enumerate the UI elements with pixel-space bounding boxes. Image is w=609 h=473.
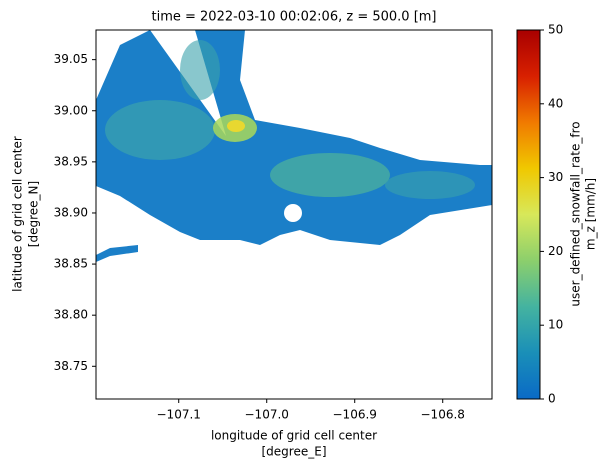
chart-title: time = 2022-03-10 00:02:06, z = 500.0 [m… — [152, 10, 437, 25]
radar-echo — [105, 100, 215, 160]
colorbar-tick-label: 30 — [548, 170, 563, 184]
y-axis-label-line: latitude of grid cell center — [11, 136, 25, 292]
colorbar-tick-label: 40 — [548, 96, 563, 110]
x-tick-label: −107.1 — [157, 408, 201, 422]
colorbar-tick-label: 20 — [548, 244, 563, 258]
y-axis-label: latitude of grid cell center [degree_N] — [11, 136, 41, 292]
radar-echo — [180, 40, 220, 100]
y-axis-label-line: [degree_N] — [27, 181, 41, 247]
x-tick-label: −106.8 — [421, 408, 465, 422]
y-tick-label: 38.90 — [54, 205, 88, 219]
x-tick-label: −106.9 — [333, 408, 377, 422]
radar-echo — [227, 120, 245, 132]
y-tick-label: 38.80 — [54, 308, 88, 322]
colorbar-label: user_defined_snowfall_rate_fro m_z [mm/h… — [569, 121, 598, 306]
y-tick-label: 39.00 — [54, 103, 88, 117]
colorbar-tick-label: 0 — [548, 392, 556, 406]
x-tick-label: −107.0 — [245, 408, 289, 422]
colorbar-label-line: m_z [mm/h] — [584, 178, 598, 250]
colorbar — [516, 29, 541, 400]
radar-echo — [96, 245, 138, 262]
radar-echo — [385, 171, 475, 199]
radar-gap — [284, 204, 302, 222]
x-axis-label-line: longitude of grid cell center — [211, 429, 377, 443]
colorbar-tick-label: 50 — [548, 23, 563, 37]
radar-field — [96, 30, 492, 262]
plot-frame — [95, 29, 493, 400]
x-axis-label-line: [degree_E] — [262, 445, 327, 459]
y-tick-label: 39.05 — [54, 52, 88, 66]
y-tick-label: 38.85 — [54, 257, 88, 271]
colorbar-tick-label: 10 — [548, 318, 563, 332]
colorbar-label-line: user_defined_snowfall_rate_fro — [569, 121, 583, 306]
y-tick-label: 38.75 — [54, 359, 88, 373]
x-axis-label: longitude of grid cell center [degree_E] — [211, 429, 377, 459]
y-tick-label: 38.95 — [54, 154, 88, 168]
radar-echo — [270, 153, 390, 197]
